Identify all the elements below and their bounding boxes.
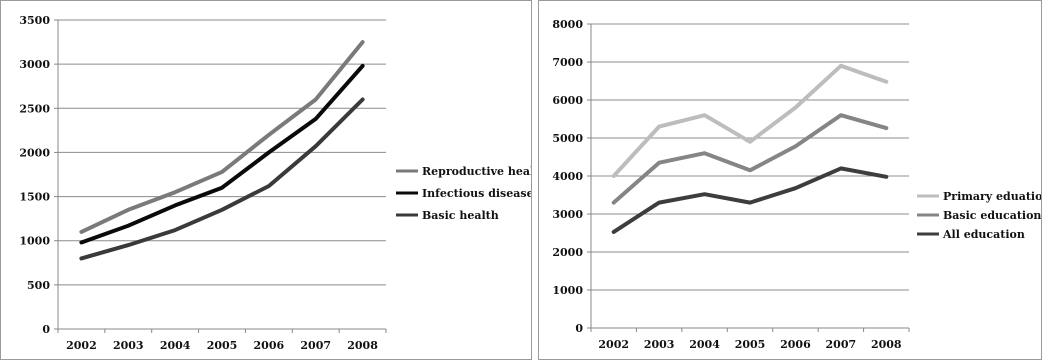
series-line-reproductive-health (79, 40, 365, 234)
x-tick-label: 2004 (160, 339, 191, 352)
series-line-infectious-diseases (79, 63, 365, 245)
x-tick-label: 2006 (780, 338, 811, 351)
education-chart-panel: 0 1000 2000 3000 4000 5000 6000 7000 8000 2002 200… (538, 0, 1042, 360)
series-line-basic-health (79, 97, 365, 261)
y-tick-label: 0 (42, 323, 50, 336)
x-tick-label: 2008 (871, 338, 902, 351)
legend-label: All education (942, 228, 1025, 241)
y-tick-label: 7000 (552, 56, 583, 69)
x-tick-label: 2006 (254, 339, 285, 352)
y-tick-label: 2000 (19, 146, 50, 159)
x-tick-label: 2002 (66, 339, 97, 352)
y-tick-label: 6000 (552, 94, 583, 107)
x-tick-label: 2003 (113, 339, 144, 352)
y-tick-label: 3500 (19, 14, 50, 27)
y-tick-label: 1500 (19, 191, 50, 204)
legend-label: Basic health (422, 209, 499, 222)
legend-label: Basic education (943, 209, 1041, 222)
y-tick-label: 1000 (19, 235, 50, 248)
y-tick-label: 4000 (552, 170, 583, 183)
y-tick-label: 3000 (19, 58, 50, 71)
x-tick-label: 2007 (826, 338, 857, 351)
series-line-all-education (611, 166, 889, 234)
health-chart: 0 500 1000 1500 2000 2500 3000 3500 2002 2003 2004… (19, 14, 531, 352)
x-tick-label: 2002 (598, 338, 629, 351)
series-line-basic-education (611, 113, 889, 205)
y-tick-label: 500 (27, 279, 50, 292)
health-chart-panel: 0 500 1000 1500 2000 2500 3000 3500 2002 2003 2004… (0, 0, 532, 360)
y-tick-label: 0 (575, 322, 583, 335)
y-tick-label: 5000 (552, 132, 583, 145)
x-tick-label: 2008 (347, 339, 378, 352)
x-tick-label: 2005 (207, 339, 238, 352)
x-tick-label: 2007 (300, 339, 331, 352)
x-tick-label: 2005 (735, 338, 766, 351)
y-tick-label: 3000 (552, 208, 583, 221)
legend-label: Primary eduation (943, 190, 1041, 203)
education-chart: 0 1000 2000 3000 4000 5000 6000 7000 8000 2002 200… (552, 18, 1041, 351)
y-tick-label: 1000 (552, 284, 583, 297)
series-line-primary-eduation (611, 63, 889, 178)
legend-label: Reproductive health (422, 165, 531, 178)
x-tick-label: 2003 (644, 338, 675, 351)
y-tick-label: 2500 (19, 102, 50, 115)
x-tick-label: 2004 (689, 338, 720, 351)
legend-label: Infectious diseases (422, 187, 531, 200)
y-tick-label: 2000 (552, 246, 583, 259)
y-tick-label: 8000 (552, 18, 583, 31)
